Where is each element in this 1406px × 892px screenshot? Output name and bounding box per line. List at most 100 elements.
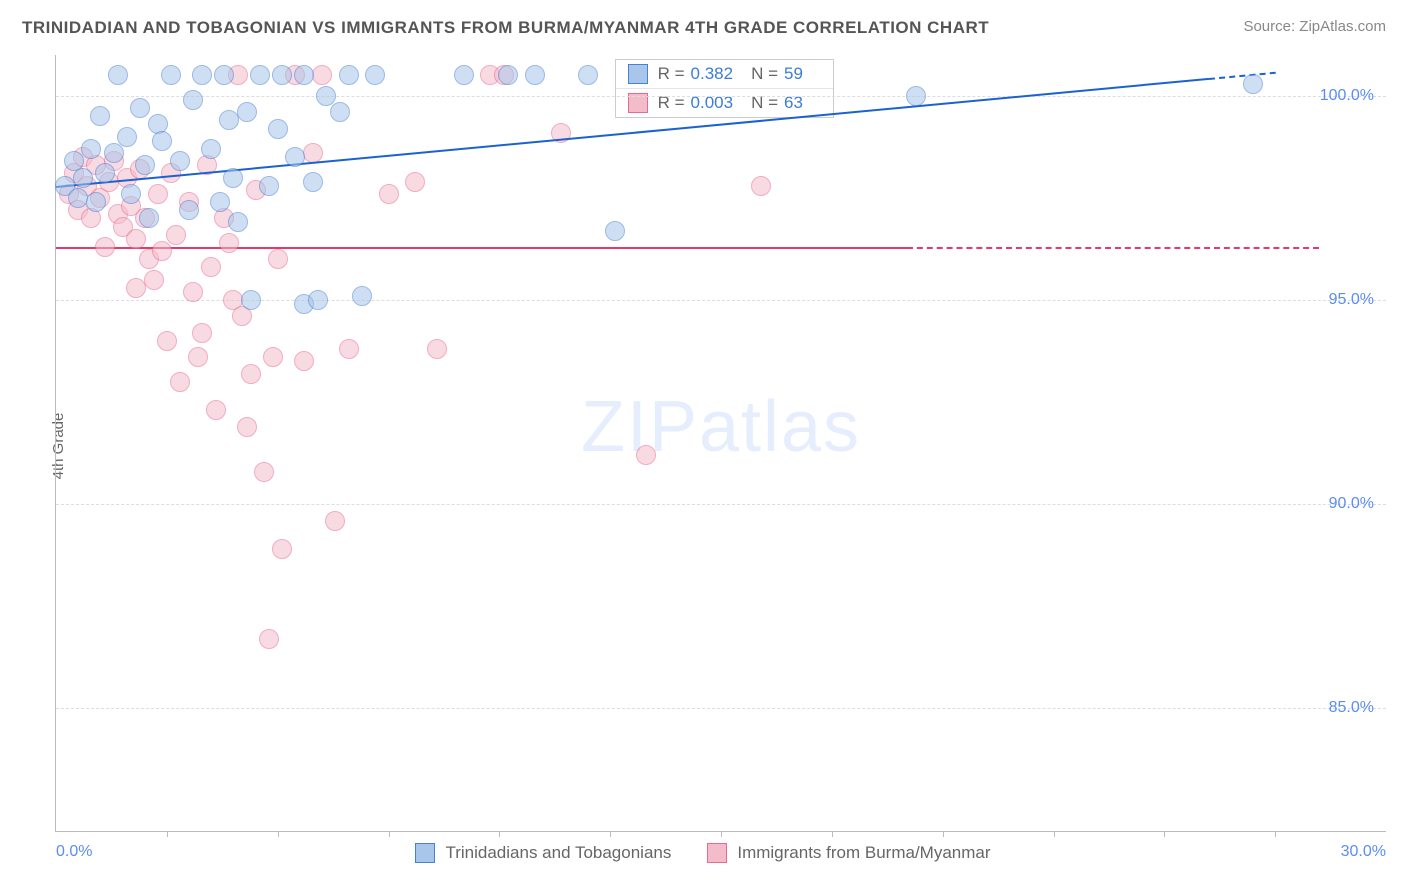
data-point — [294, 65, 314, 85]
data-point — [268, 249, 288, 269]
data-point — [135, 155, 155, 175]
data-point — [104, 143, 124, 163]
data-point — [170, 372, 190, 392]
x-tick — [943, 831, 944, 837]
x-tick — [1275, 831, 1276, 837]
data-point — [254, 462, 274, 482]
data-point — [210, 192, 230, 212]
data-point — [294, 351, 314, 371]
data-point — [906, 86, 926, 106]
n-label: N = — [751, 64, 778, 84]
data-point — [81, 139, 101, 159]
data-point — [352, 286, 372, 306]
data-point — [117, 127, 137, 147]
data-point — [1243, 74, 1263, 94]
data-point — [268, 119, 288, 139]
legend-swatch — [415, 843, 435, 863]
x-tick — [832, 831, 833, 837]
data-point — [170, 151, 190, 171]
data-point — [144, 270, 164, 290]
data-point — [228, 212, 248, 232]
data-point — [139, 208, 159, 228]
data-point — [130, 98, 150, 118]
trend-line — [56, 247, 907, 249]
r-label: R = — [658, 64, 685, 84]
grid-line — [56, 708, 1386, 709]
data-point — [95, 237, 115, 257]
data-point — [330, 102, 350, 122]
legend-item: Trinidadians and Tobagonians — [415, 843, 671, 863]
data-point — [192, 323, 212, 343]
scatter-chart: ZIPatlas R =0.382N =59R =0.003N =63 0.0%… — [55, 55, 1386, 832]
n-value: 59 — [784, 64, 803, 84]
data-point — [272, 539, 292, 559]
data-point — [636, 445, 656, 465]
x-tick — [278, 831, 279, 837]
data-point — [525, 65, 545, 85]
x-tick — [499, 831, 500, 837]
data-point — [259, 629, 279, 649]
data-point — [219, 233, 239, 253]
data-point — [259, 176, 279, 196]
data-point — [308, 290, 328, 310]
data-point — [68, 188, 88, 208]
legend-item: Immigrants from Burma/Myanmar — [707, 843, 990, 863]
legend-swatch — [707, 843, 727, 863]
x-tick — [1054, 831, 1055, 837]
stats-row: R =0.382N =59 — [616, 60, 833, 89]
data-point — [605, 221, 625, 241]
data-point — [250, 65, 270, 85]
watermark-text: ZIPatlas — [581, 386, 861, 468]
legend-label: Trinidadians and Tobagonians — [445, 843, 671, 863]
data-point — [90, 106, 110, 126]
data-point — [237, 417, 257, 437]
legend: Trinidadians and Tobagonians Immigrants f… — [0, 843, 1406, 868]
data-point — [179, 200, 199, 220]
data-point — [427, 339, 447, 359]
x-tick — [610, 831, 611, 837]
grid-line — [56, 504, 1386, 505]
y-tick-label: 85.0% — [1329, 699, 1374, 717]
data-point — [578, 65, 598, 85]
data-point — [751, 176, 771, 196]
data-point — [237, 102, 257, 122]
x-tick — [1164, 831, 1165, 837]
data-point — [365, 65, 385, 85]
y-tick-label: 95.0% — [1329, 291, 1374, 309]
data-point — [121, 184, 141, 204]
grid-line — [56, 96, 1386, 97]
data-point — [303, 143, 323, 163]
y-tick-label: 90.0% — [1329, 495, 1374, 513]
data-point — [95, 163, 115, 183]
chart-title: TRINIDADIAN AND TOBAGONIAN VS IMMIGRANTS… — [22, 18, 989, 38]
trend-line-extrapolated — [1209, 71, 1276, 79]
data-point — [272, 65, 292, 85]
data-point — [126, 229, 146, 249]
data-point — [183, 282, 203, 302]
stats-row: R =0.003N =63 — [616, 89, 833, 117]
data-point — [148, 184, 168, 204]
data-point — [303, 172, 323, 192]
data-point — [206, 400, 226, 420]
data-point — [201, 257, 221, 277]
data-point — [157, 331, 177, 351]
data-point — [379, 184, 399, 204]
correlation-stats-box: R =0.382N =59R =0.003N =63 — [615, 59, 834, 118]
data-point — [454, 65, 474, 85]
series-swatch — [628, 64, 648, 84]
x-tick — [167, 831, 168, 837]
data-point — [188, 347, 208, 367]
source-attribution: Source: ZipAtlas.com — [1243, 18, 1386, 35]
data-point — [152, 131, 172, 151]
data-point — [183, 90, 203, 110]
trend-line-extrapolated — [907, 247, 1319, 249]
data-point — [86, 192, 106, 212]
data-point — [241, 364, 261, 384]
data-point — [498, 65, 518, 85]
data-point — [405, 172, 425, 192]
data-point — [263, 347, 283, 367]
data-point — [223, 168, 243, 188]
legend-label: Immigrants from Burma/Myanmar — [737, 843, 990, 863]
data-point — [285, 147, 305, 167]
data-point — [312, 65, 332, 85]
